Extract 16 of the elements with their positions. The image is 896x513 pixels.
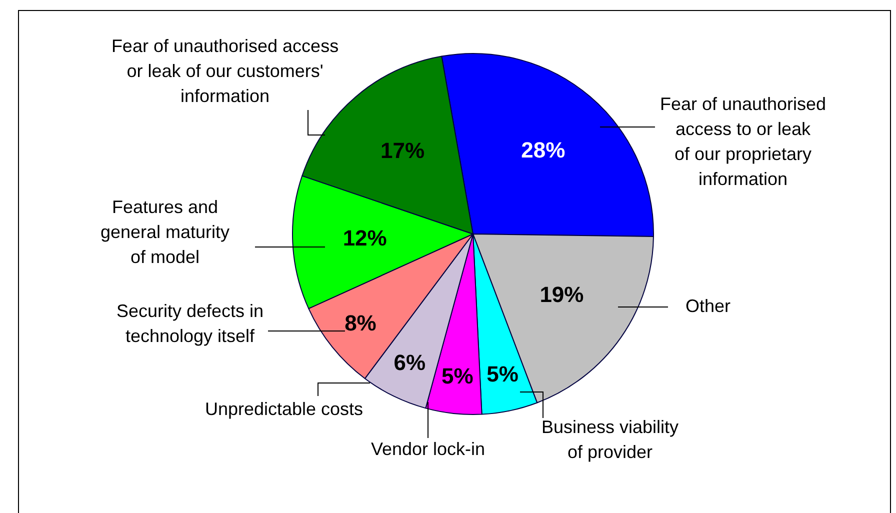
data-label: 5% (442, 364, 474, 389)
data-label: 19% (540, 282, 584, 308)
slice-label: Security defects in technology itself (116, 300, 264, 346)
slice-label: Unpredictable costs (204, 398, 364, 419)
slice-label: Vendor lock-in (370, 438, 486, 459)
data-label: 28% (521, 138, 566, 163)
data-label: 6% (394, 350, 426, 375)
data-label: 17% (380, 138, 425, 163)
slice-label: Other (685, 296, 731, 316)
data-label: 8% (344, 310, 376, 336)
slice-label: Fear of unauthorised access or leak of our customers' information (111, 36, 339, 106)
data-label: 12% (342, 225, 387, 250)
slice-label: Features and general maturity of model (100, 196, 230, 267)
slice-label: Fear of unauthorised access to or leak of our proprietary information (660, 94, 826, 189)
data-label: 5% (486, 361, 518, 386)
slice-label: Business viability of provider (541, 416, 679, 462)
